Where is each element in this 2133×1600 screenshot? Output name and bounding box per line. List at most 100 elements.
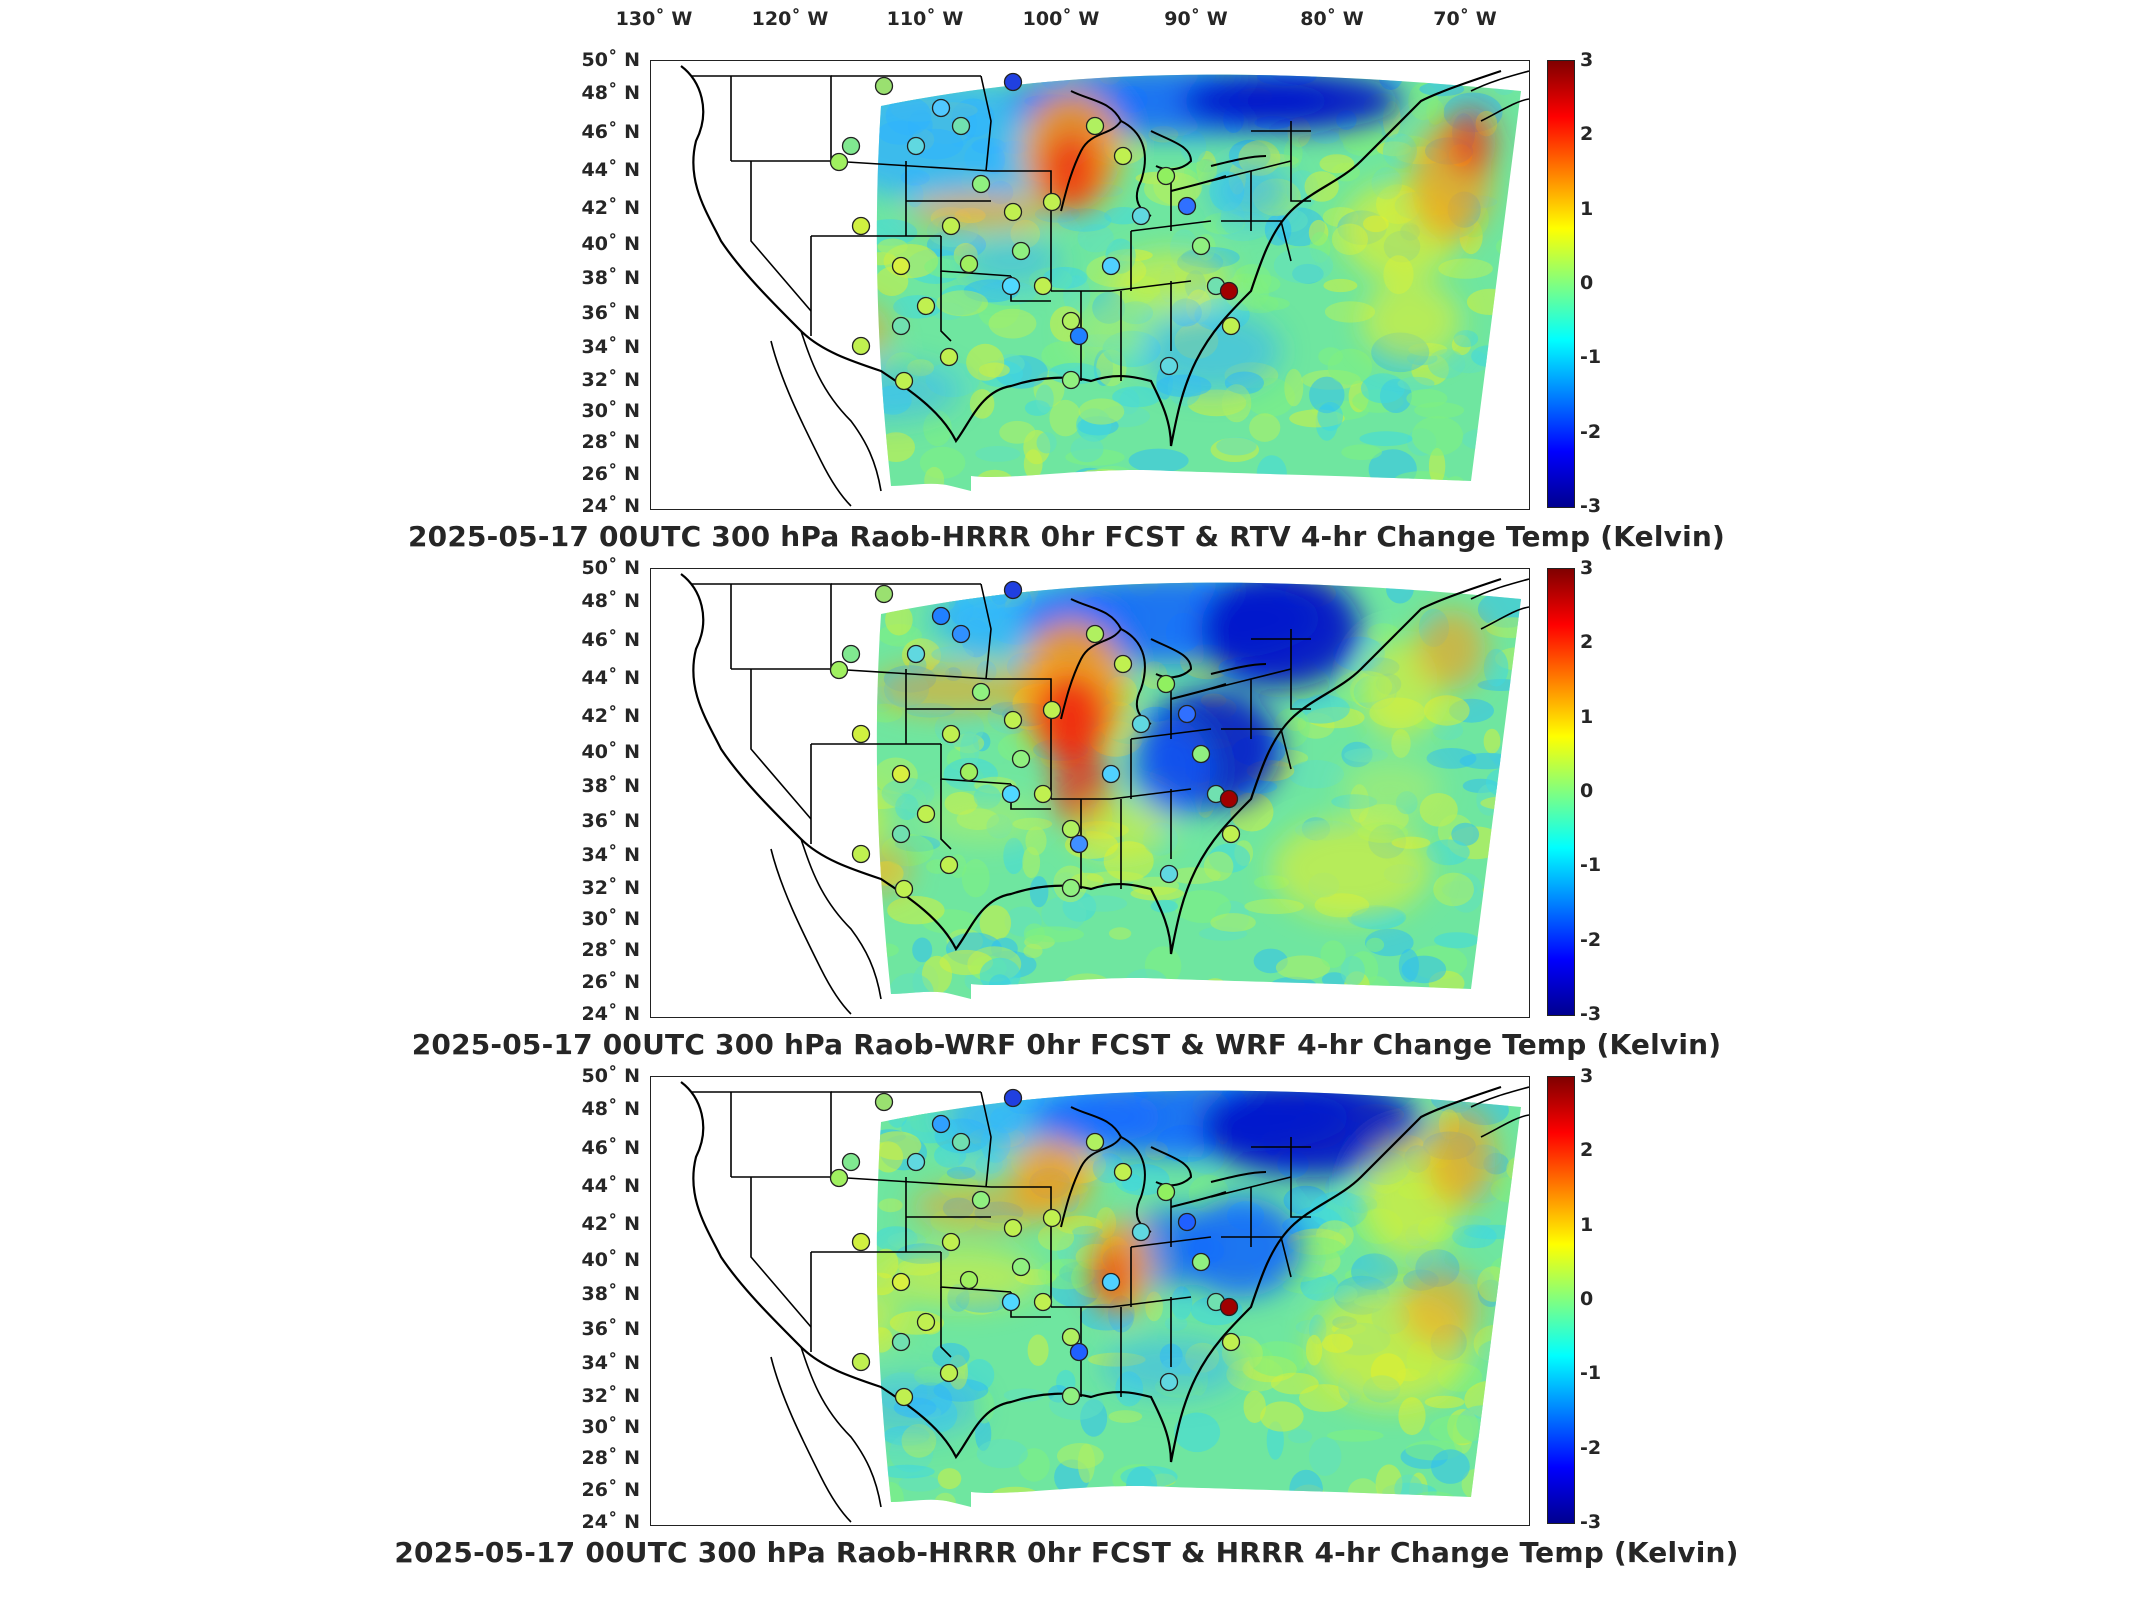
field-texture [1359, 431, 1413, 447]
raob-station-marker [874, 584, 894, 604]
state-boundary [830, 1176, 992, 1188]
field-texture [877, 238, 908, 255]
temperature-map [650, 568, 1530, 1018]
state-boundary [1290, 1137, 1311, 1218]
state-boundary [980, 1091, 992, 1188]
boundary-lines [680, 573, 1529, 1015]
field-texture [1340, 955, 1365, 986]
field-texture [1216, 437, 1257, 456]
colorbar-tick-label: 0 [1580, 272, 1594, 294]
field-texture [979, 957, 1021, 993]
raob-station-marker [1042, 1208, 1062, 1228]
raob-station-marker [971, 682, 991, 702]
lat-tick-label: 46˚ N [581, 120, 640, 143]
coastline [680, 573, 1502, 955]
panel-title: 2025-05-17 00UTC 300 hPa Raob-HRRR 0hr F… [407, 520, 1726, 553]
lat-tick-label: 32˚ N [581, 877, 640, 900]
lat-tick-label: 34˚ N [581, 1352, 640, 1375]
raob-station-marker [829, 660, 849, 680]
lat-tick-label: 32˚ N [581, 1385, 640, 1408]
colorbar-tick-label: -3 [1580, 495, 1602, 517]
great-lakes-shore [1210, 155, 1267, 167]
raob-station-marker [951, 1132, 971, 1152]
raob-station-marker [1003, 202, 1023, 222]
temperature-anomaly-blob [1361, 281, 1461, 361]
raob-station-marker [941, 724, 961, 744]
field-texture [1438, 258, 1493, 279]
field-texture [1398, 1397, 1426, 1436]
field-texture [1327, 348, 1373, 385]
lat-tick-label: 28˚ N [581, 431, 640, 454]
raob-station-marker [941, 1232, 961, 1252]
field-texture [1108, 927, 1132, 940]
raob-station-marker [971, 1190, 991, 1210]
state-boundary [980, 583, 992, 680]
field-texture [1289, 1469, 1323, 1507]
field-texture [1023, 449, 1043, 479]
field-texture [1145, 1291, 1163, 1322]
state-boundary [691, 75, 832, 161]
colorbar-tick-label: -2 [1580, 420, 1602, 443]
raob-station-marker [916, 296, 936, 316]
colorbar-tick-label: 1 [1580, 197, 1594, 220]
temperature-anomaly-blob [921, 794, 1041, 844]
temperature-map [650, 1076, 1530, 1526]
temperature-anomaly-blob [1446, 106, 1496, 176]
colorbar-tick-label: 2 [1580, 123, 1594, 146]
field-texture [1269, 976, 1317, 996]
field-texture [1477, 590, 1522, 628]
lat-tick-label: 50˚ N [581, 1065, 640, 1087]
field-texture [1347, 1478, 1379, 1507]
field-texture [1507, 761, 1522, 791]
field-texture [1466, 288, 1513, 315]
raob-station-marker [1003, 1218, 1023, 1238]
coastline [800, 330, 882, 492]
lat-tick-label: 24˚ N [581, 494, 640, 517]
lat-tick-label: 36˚ N [581, 301, 640, 324]
field-texture [1471, 345, 1507, 367]
map-canvas [680, 65, 1529, 507]
colorbar-tick-label: -1 [1580, 854, 1602, 877]
lat-tick-label: 24˚ N [581, 1510, 640, 1533]
field-texture [1041, 341, 1085, 370]
raob-station-marker [1159, 864, 1179, 884]
field-texture [1495, 1459, 1522, 1486]
raob-station-marker [891, 1332, 911, 1352]
coastline [680, 65, 1502, 447]
raob-station-marker [1113, 146, 1133, 166]
state-boundary [940, 271, 952, 342]
field-texture [1070, 436, 1104, 463]
state-boundary [830, 668, 992, 680]
field-texture [1171, 1286, 1193, 1320]
great-lakes-shore [1210, 1171, 1267, 1183]
lon-tick-label: 70˚ W [1433, 8, 1497, 30]
state-boundary [980, 75, 992, 172]
state-boundary [830, 160, 992, 172]
lat-tick-label: 48˚ N [581, 590, 640, 613]
field-texture [1077, 895, 1128, 912]
raob-station-marker [916, 1312, 936, 1332]
field-texture [1244, 898, 1305, 915]
temperature-anomaly-blob [1201, 1090, 1421, 1177]
field-texture [1426, 839, 1470, 866]
state-boundary [1110, 280, 1192, 292]
field-texture [1475, 1447, 1508, 1462]
field-texture [1112, 386, 1161, 408]
field-texture [1284, 138, 1303, 169]
raob-station-marker [959, 1270, 979, 1290]
lat-tick-label: 38˚ N [581, 267, 640, 290]
temperature-anomaly-blob [1181, 74, 1401, 131]
colorbar-tick-label: 1 [1580, 705, 1594, 728]
colorbar-tick-label: 0 [1580, 1288, 1594, 1310]
field-texture [960, 731, 980, 770]
field-texture [1210, 913, 1256, 932]
field-texture [1273, 247, 1334, 284]
field-texture [1411, 416, 1464, 456]
raob-station-marker [851, 1352, 871, 1372]
great-lakes-shore [1060, 1106, 1123, 1228]
raob-station-marker [1033, 276, 1053, 296]
field-texture [1366, 1497, 1413, 1507]
field-texture [1451, 822, 1480, 846]
lon-tick-label: 90˚ W [1164, 8, 1228, 30]
lon-tick-label: 100˚ W [1022, 8, 1100, 30]
